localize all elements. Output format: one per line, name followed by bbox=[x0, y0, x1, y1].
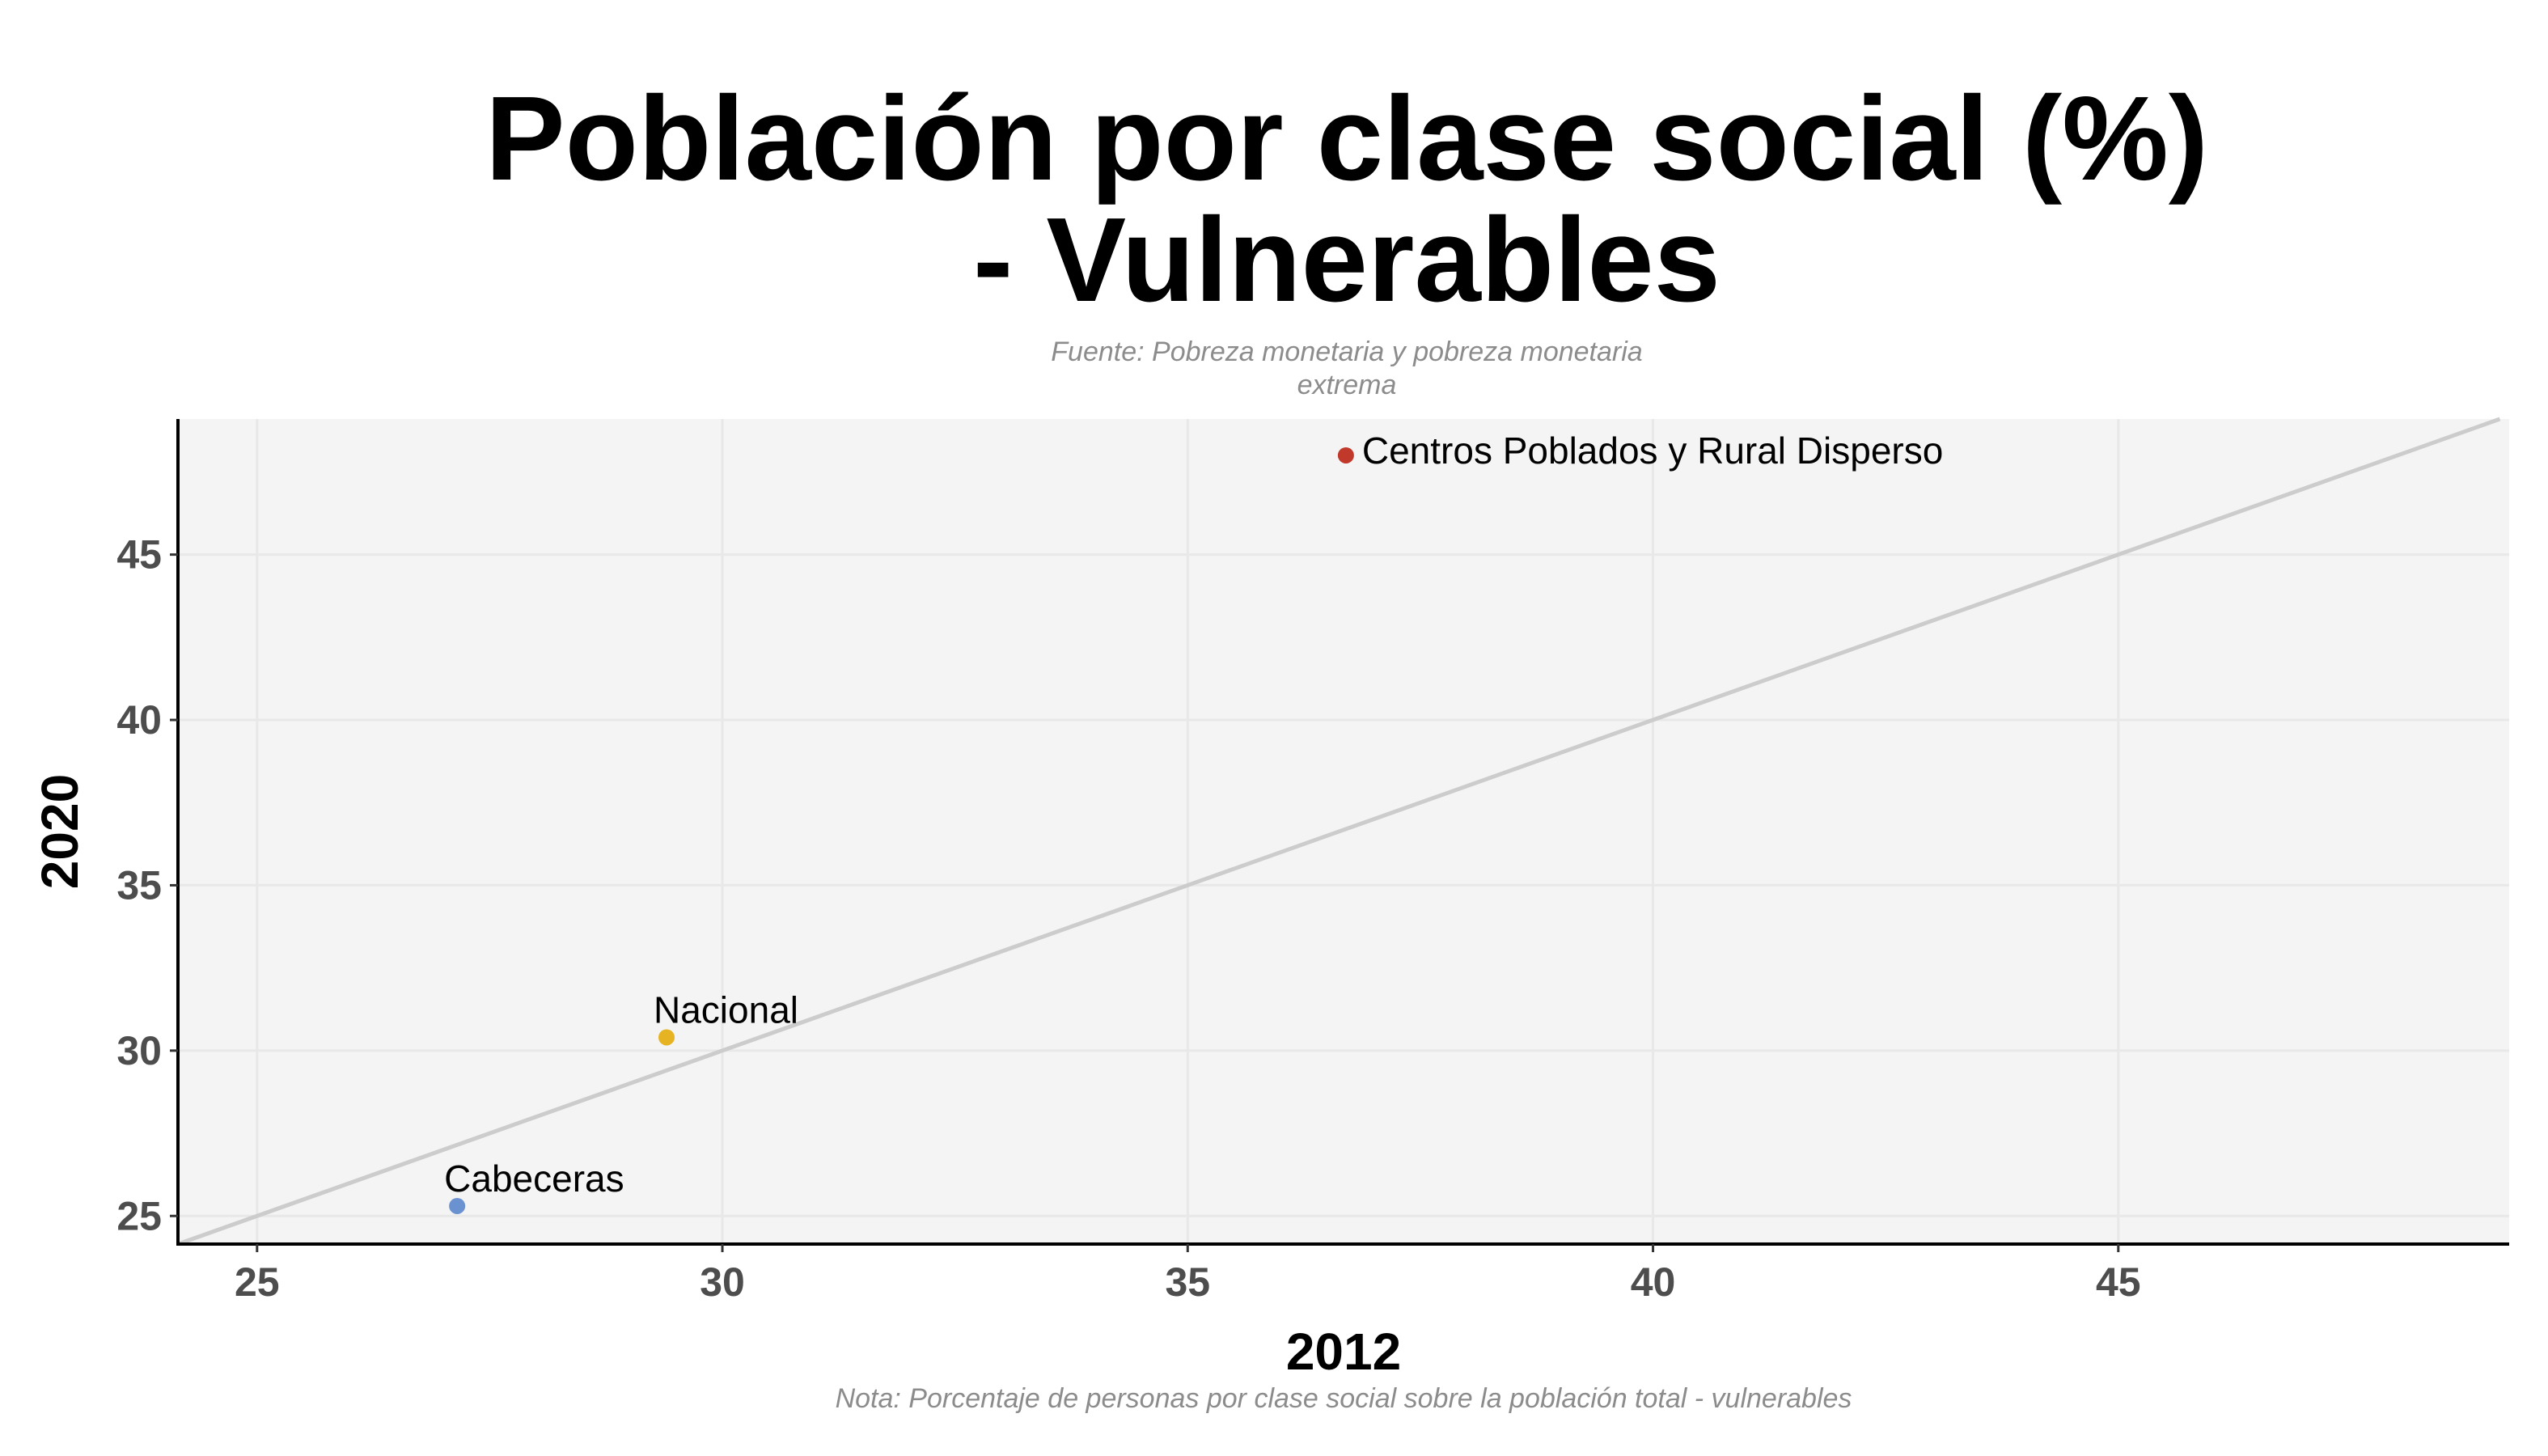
y-tick-label: 45 bbox=[116, 532, 162, 578]
y-tick-label: 30 bbox=[116, 1028, 162, 1073]
chart-title-line-2: - Vulnerables bbox=[973, 193, 1721, 327]
x-axis-title: 2012 bbox=[1286, 1323, 1401, 1381]
data-point-label: Centros Poblados y Rural Disperso bbox=[1362, 430, 1943, 472]
x-tick-label: 30 bbox=[700, 1259, 745, 1305]
chart-title: Población por clase social (%) - Vulnera… bbox=[485, 72, 2208, 327]
data-point-label: Nacional bbox=[654, 988, 798, 1031]
data-point bbox=[658, 1029, 675, 1046]
x-tick-label: 40 bbox=[1631, 1259, 1676, 1305]
y-axis-title: 2020 bbox=[31, 774, 89, 889]
chart-subtitle-line-2: extrema bbox=[1297, 370, 1397, 400]
y-axis-ticks: 25 30 35 40 45 bbox=[116, 532, 178, 1238]
y-tick-label: 35 bbox=[116, 862, 162, 908]
data-points: Centros Poblados y Rural Disperso Naciona… bbox=[444, 430, 1943, 1214]
x-tick-label: 35 bbox=[1165, 1259, 1210, 1305]
y-tick-label: 25 bbox=[116, 1193, 162, 1238]
identity-reference-line bbox=[177, 417, 2501, 1246]
data-point bbox=[1337, 447, 1354, 463]
x-tick-label: 45 bbox=[2096, 1259, 2141, 1305]
chart-caption: Nota: Porcentaje de personas por clase s… bbox=[836, 1383, 1852, 1414]
data-point-label: Cabeceras bbox=[444, 1158, 624, 1200]
y-tick-label: 40 bbox=[116, 697, 162, 743]
chart-subtitle-line-1: Fuente: Pobreza monetaria y pobreza mone… bbox=[1051, 336, 1642, 367]
data-point bbox=[449, 1197, 466, 1214]
chart-subtitle: Fuente: Pobreza monetaria y pobreza mone… bbox=[1051, 336, 1642, 400]
x-axis-ticks: 25 30 35 40 45 bbox=[235, 1244, 2141, 1305]
x-tick-label: 25 bbox=[235, 1259, 280, 1305]
chart-title-line-1: Población por clase social (%) bbox=[485, 72, 2208, 205]
